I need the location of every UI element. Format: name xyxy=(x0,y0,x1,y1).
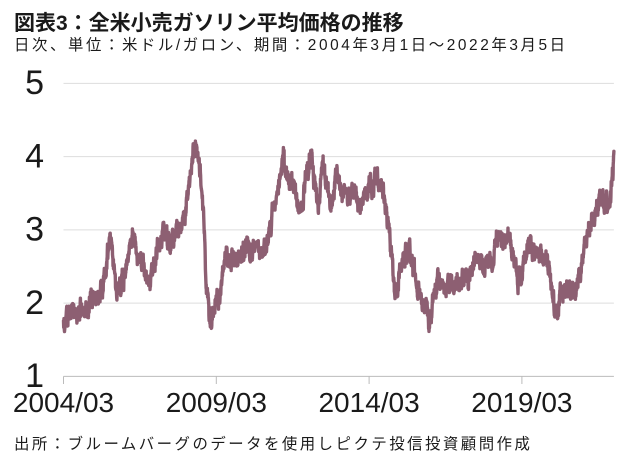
svg-text:5: 5 xyxy=(25,64,44,102)
svg-text:2019/03: 2019/03 xyxy=(471,387,572,418)
svg-text:2014/03: 2014/03 xyxy=(318,387,419,418)
svg-text:2004/03: 2004/03 xyxy=(13,387,114,418)
svg-text:4: 4 xyxy=(25,137,44,175)
svg-text:2009/03: 2009/03 xyxy=(166,387,267,418)
svg-text:3: 3 xyxy=(25,211,44,249)
svg-text:2: 2 xyxy=(25,284,44,322)
